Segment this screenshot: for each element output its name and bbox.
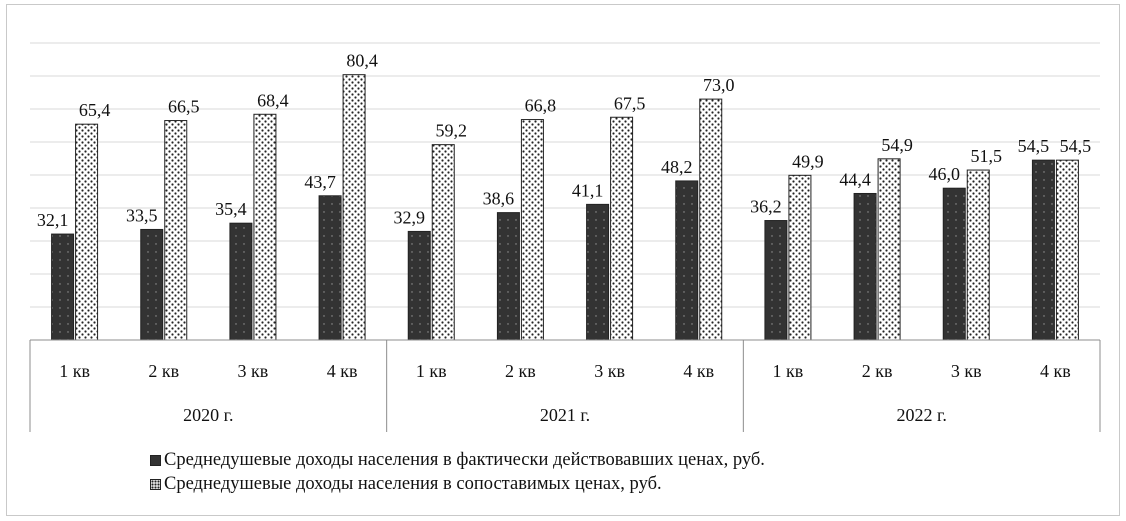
data-label-comparable: 59,2 [436, 121, 468, 141]
bar-actual-prices [675, 180, 699, 341]
data-label-actual: 36,2 [750, 197, 782, 217]
legend-label-comparable: Среднедушевые доходы населения в сопоста… [164, 474, 662, 494]
x-tick-label-quarter: 4 кв [683, 361, 714, 381]
bar-actual-prices [407, 230, 431, 341]
x-tick-label-quarter: 3 кв [594, 361, 625, 381]
bar-actual-prices [229, 222, 253, 341]
bar-actual-prices [942, 187, 966, 341]
data-label-actual: 41,1 [572, 180, 604, 200]
data-label-actual: 54,5 [1018, 136, 1050, 156]
x-tick-label-quarter: 4 кв [327, 361, 358, 381]
x-axis: 1 кв 2 кв 3 кв 4 кв 1 кв 2 кв 3 кв 4 кв 1 кв 2 кв… [29, 339, 1101, 432]
x-tick-label-quarter: 2 кв [505, 361, 536, 381]
bar-comparable-prices [610, 116, 634, 341]
data-label-actual: 46,0 [929, 164, 961, 184]
bar-comparable-prices [164, 120, 188, 341]
data-label-comparable: 65,4 [79, 100, 111, 120]
data-label-actual: 43,7 [304, 172, 336, 192]
bar-actual-prices [586, 203, 610, 341]
data-label-actual: 48,2 [661, 157, 693, 177]
bar-comparable-prices [520, 119, 544, 341]
data-label-actual: 38,6 [483, 189, 515, 209]
x-tick-label-quarter: 1 кв [59, 361, 90, 381]
legend: Среднедушевые доходы населения в фактиче… [150, 448, 765, 496]
x-group-label-year: 2021 г. [540, 405, 590, 425]
bar-actual-prices [853, 192, 877, 341]
x-tick-label-quarter: 1 кв [773, 361, 804, 381]
gridlines [30, 42, 1100, 308]
data-label-comparable: 54,9 [881, 135, 913, 155]
legend-item-actual: Среднедушевые доходы населения в фактиче… [150, 448, 765, 472]
bar-actual-prices [764, 220, 788, 341]
x-tick-label-quarter: 2 кв [862, 361, 893, 381]
bar-actual-prices [1031, 159, 1055, 341]
bar-comparable-prices [877, 158, 901, 341]
legend-item-comparable: Среднедушевые доходы населения в сопоста… [150, 472, 765, 496]
bar-comparable-prices [75, 123, 99, 341]
bar-actual-prices [318, 195, 342, 341]
data-label-comparable: 49,9 [792, 151, 824, 171]
data-label-comparable: 80,4 [346, 51, 378, 71]
data-label-comparable: 67,5 [614, 93, 646, 113]
data-labels: 32,1 65,4 33,5 66,5 35,4 68,4 43,7 80,4 32,9 59,2… [37, 51, 1091, 230]
x-tick-label-quarter: 2 кв [148, 361, 179, 381]
x-group-label-year: 2020 г. [183, 405, 233, 425]
data-label-comparable: 54,5 [1060, 136, 1092, 156]
data-label-comparable: 66,5 [168, 97, 200, 117]
data-label-comparable: 51,5 [971, 146, 1003, 166]
data-label-actual: 32,9 [394, 207, 426, 227]
legend-swatch-dark [150, 454, 161, 466]
bar-actual-prices [496, 212, 520, 341]
bar-comparable-prices [342, 74, 366, 341]
x-tick-label-quarter: 3 кв [238, 361, 269, 381]
bars [51, 74, 1079, 341]
bar-comparable-prices [966, 169, 990, 341]
chart-frame [6, 4, 1120, 516]
legend-label-actual: Среднедушевые доходы населения в фактиче… [164, 450, 765, 470]
legend-swatch-dotted [150, 478, 161, 490]
data-label-actual: 35,4 [215, 199, 247, 219]
bar-comparable-prices [431, 144, 455, 341]
data-label-comparable: 68,4 [257, 90, 289, 110]
data-label-actual: 32,1 [37, 210, 69, 230]
data-label-actual: 44,4 [839, 169, 871, 189]
bar-comparable-prices [253, 113, 277, 341]
bar-comparable-prices [788, 174, 812, 341]
x-group-label-year: 2022 г. [896, 405, 946, 425]
data-label-comparable: 66,8 [525, 96, 557, 116]
bar-actual-prices [51, 233, 75, 341]
data-label-comparable: 73,0 [703, 75, 735, 95]
bar-actual-prices [140, 228, 164, 341]
bar-comparable-prices [1055, 159, 1079, 341]
x-tick-label-quarter: 1 кв [416, 361, 447, 381]
x-tick-label-quarter: 3 кв [951, 361, 982, 381]
x-tick-label-quarter: 4 кв [1040, 361, 1071, 381]
data-label-actual: 33,5 [126, 205, 158, 225]
bar-comparable-prices [699, 98, 723, 341]
